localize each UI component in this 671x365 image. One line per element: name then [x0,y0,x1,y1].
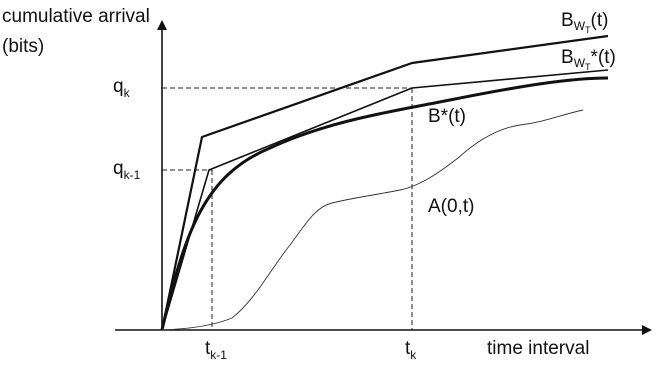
b-star-label: B*(t) [428,106,466,127]
bwt-star-label: BWT*(t) [561,47,616,72]
qk-label: qk [113,76,131,100]
curve-bwt [160,34,609,331]
y-axis-label-line1: cumulative arrival [2,6,150,27]
curve-b-star [160,76,609,331]
curve-a [161,109,584,331]
curve-bwt-star [161,69,609,331]
qk1-label: qk-1 [113,158,141,182]
tk1-label: tk-1 [205,338,227,362]
tk-label: tk [405,338,417,362]
y-axis-label-line2: (bits) [2,36,44,57]
x-axis-label: time interval [487,338,589,359]
bwt-label: BWT(t) [561,10,608,35]
a-label: A(0,t) [428,196,474,217]
